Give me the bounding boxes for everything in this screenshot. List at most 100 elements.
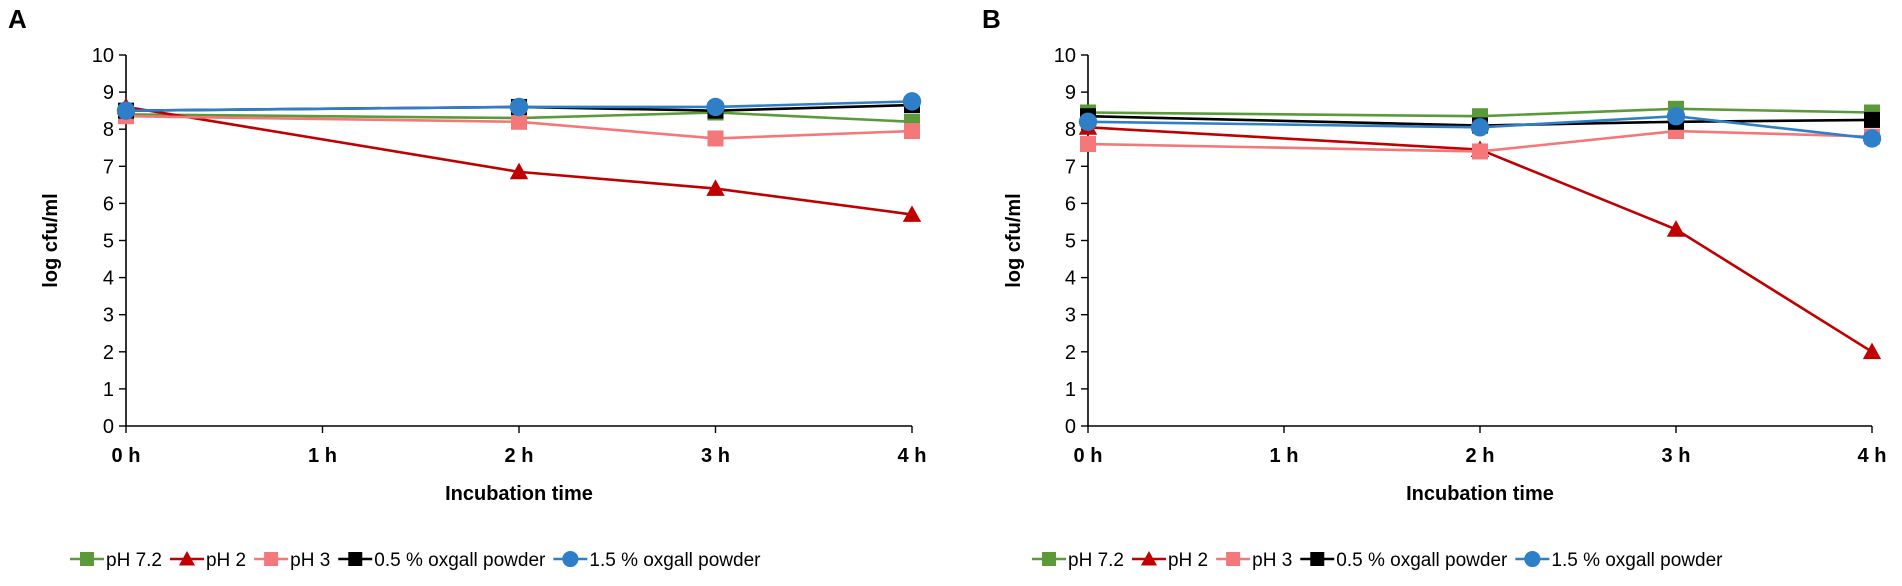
data-point xyxy=(1080,136,1096,153)
y-tick-label: 10 xyxy=(92,45,114,67)
x-tick-label: 3 h xyxy=(701,445,730,467)
legend-label: pH 3 xyxy=(290,550,330,571)
legend-item: pH 3 xyxy=(1216,550,1292,571)
x-tick-label: 1 h xyxy=(1270,445,1299,467)
y-tick-label: 1 xyxy=(1065,379,1076,401)
legend: pH 7.2 pH 2 pH 3 0.5 % oxgall powder 1.5 % o… xyxy=(1032,550,1723,571)
y-axis-title: log cfu/ml xyxy=(40,193,62,287)
y-tick-label: 0 xyxy=(1065,416,1076,438)
y-tick-label: 3 xyxy=(1065,305,1076,327)
x-tick-label: 1 h xyxy=(308,445,337,467)
legend-item: 1.5 % oxgall powder xyxy=(553,550,761,571)
legend-marker xyxy=(1226,552,1241,566)
x-tick-label: 4 h xyxy=(1858,445,1887,467)
legend-item: 0.5 % oxgall powder xyxy=(338,550,546,571)
y-tick-label: 6 xyxy=(1065,193,1076,215)
legend-marker xyxy=(562,550,579,568)
legend-label: 0.5 % oxgall powder xyxy=(374,550,546,571)
data-point xyxy=(1472,143,1488,160)
series-line xyxy=(1087,126,1873,353)
y-tick-label: 9 xyxy=(1065,82,1076,104)
legend-marker xyxy=(264,552,279,566)
y-tick-label: 0 xyxy=(103,416,114,438)
legend-marker xyxy=(1042,552,1056,566)
data-point xyxy=(904,123,920,140)
x-axis-title: Incubation time xyxy=(445,483,593,505)
y-tick-label: 8 xyxy=(103,119,114,141)
legend-label: 0.5 % oxgall powder xyxy=(1336,550,1508,571)
x-tick-label: 3 h xyxy=(1662,445,1691,467)
legend-marker xyxy=(1140,550,1158,566)
chart-panel-a: A 0 1 2 3 4 5 6 7 8 9 10 0 h 1 h 2 h 3 h 4 h Incubation t… xyxy=(8,4,926,571)
legend-item: pH 2 xyxy=(169,550,246,571)
data-point xyxy=(707,130,724,147)
data-point xyxy=(1862,342,1882,360)
data-point xyxy=(1470,118,1490,137)
panel-letter: B xyxy=(982,4,1001,34)
y-axis-title: log cfu/ml xyxy=(1003,193,1025,287)
data-point xyxy=(1078,112,1098,131)
legend-label: pH 2 xyxy=(206,550,246,571)
data-point xyxy=(1666,107,1686,126)
chart-panel-b: B 0 1 2 3 4 5 6 7 8 9 10 0 h 1 h 2 h 3 h 4 h Incubation t… xyxy=(982,4,1886,571)
x-tick-label: 2 h xyxy=(1466,445,1495,467)
legend: pH 7.2 pH 2 pH 3 0.5 % oxgall powder 1.5 % o… xyxy=(70,550,761,571)
data-point xyxy=(511,113,527,130)
series-line xyxy=(1087,114,1873,127)
y-tick-label: 3 xyxy=(103,305,114,327)
y-tick-label: 9 xyxy=(103,82,114,104)
data-point xyxy=(1666,220,1686,237)
series-line xyxy=(1087,114,1873,140)
series-line xyxy=(1087,129,1873,153)
y-tick-label: 6 xyxy=(103,193,114,215)
data-point xyxy=(116,101,136,120)
data-point xyxy=(509,162,529,180)
legend-item: pH 3 xyxy=(254,550,330,571)
y-tick-label: 1 xyxy=(103,379,114,401)
data-point xyxy=(706,179,725,196)
series-line xyxy=(125,105,913,216)
data-point xyxy=(902,92,922,111)
series-line xyxy=(125,111,913,124)
legend-marker xyxy=(80,552,94,566)
x-tick-label: 0 h xyxy=(112,445,141,467)
legend-label: 1.5 % oxgall powder xyxy=(1551,550,1723,571)
data-point xyxy=(902,205,922,222)
y-tick-label: 5 xyxy=(103,231,114,253)
x-tick-label: 4 h xyxy=(898,445,927,467)
x-axis-title: Incubation time xyxy=(1406,483,1554,505)
legend-label: pH 2 xyxy=(1168,550,1208,571)
legend-marker xyxy=(1524,550,1541,568)
legend-label: pH 7.2 xyxy=(1068,550,1124,571)
y-tick-label: 5 xyxy=(1065,231,1076,253)
legend-item: 0.5 % oxgall powder xyxy=(1300,550,1508,571)
legend-item: 1.5 % oxgall powder xyxy=(1515,550,1723,571)
legend-label: pH 3 xyxy=(1252,550,1292,571)
data-point xyxy=(1862,129,1882,148)
series-1-5-oxgall-powder xyxy=(116,92,922,120)
y-tick-label: 4 xyxy=(1065,268,1076,290)
legend-marker xyxy=(1310,552,1325,566)
y-tick-label: 4 xyxy=(103,268,114,290)
legend-label: 1.5 % oxgall powder xyxy=(589,550,761,571)
y-tick-label: 2 xyxy=(103,342,114,364)
series-line xyxy=(125,100,913,112)
series-1-5-oxgall-powder xyxy=(1078,107,1882,148)
x-tick-label: 0 h xyxy=(1074,445,1103,467)
y-tick-label: 7 xyxy=(1065,156,1076,178)
legend-marker xyxy=(348,552,363,566)
data-point xyxy=(706,97,725,117)
x-tick-label: 2 h xyxy=(505,445,534,467)
legend-item: pH 7.2 xyxy=(1032,550,1124,571)
series-line xyxy=(1087,107,1873,118)
y-tick-label: 8 xyxy=(1065,119,1076,141)
legend-label: pH 7.2 xyxy=(106,550,162,571)
panel-letter: A xyxy=(8,4,27,34)
y-tick-label: 10 xyxy=(1054,45,1076,67)
legend-item: pH 2 xyxy=(1131,550,1208,571)
data-point xyxy=(1864,111,1880,128)
y-tick-label: 7 xyxy=(103,156,114,178)
legend-marker xyxy=(178,550,196,566)
data-point xyxy=(509,97,529,117)
